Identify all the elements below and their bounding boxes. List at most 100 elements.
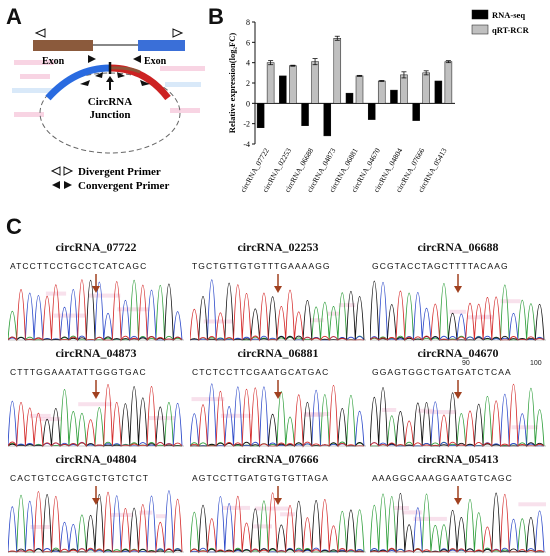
exon-right-arrow-icon [133,55,141,63]
junction-arrowhead-icon [454,392,462,399]
junction-arrowhead-icon [92,392,100,399]
y-tick-label: 0 [246,99,250,108]
bar-qrt-rcr-1 [289,65,297,104]
chromatogram-title: circRNA_05413 [417,452,499,466]
exon-left-box [33,40,93,51]
bar-qrt-rcr-6 [400,74,408,104]
convergent-arrow-right-icon [140,80,150,86]
chromatogram-grid: circRNA_07722 ATCCTTCCTGCCTCATCAGC circRNA… [0,240,550,554]
junction-arrowhead-icon [274,392,282,399]
trace-line-T [190,284,365,342]
sequence-text: GCGTACCTAGCTTTTACAAG [372,261,509,271]
chromatogram-panel: circRNA_02253 TGCTGTTGTGTTTGAAAAGG [190,240,366,344]
chromatogram-trace [8,486,184,554]
chromatogram-panel: circRNA_06881 CTCTCCTTCGAATGCATGAC [190,346,366,450]
chromatogram-trace [370,274,546,342]
chromatogram-panel: circRNA_04670 90 100 GGAGTGGCTGATGATCTCAA [370,346,546,450]
divergent-icon-right [63,166,74,176]
convergent-icon-left [52,181,60,189]
bar-rna-seq-0 [256,103,265,128]
bar-rna-seq-7 [412,103,420,121]
chromatogram-trace [370,486,546,554]
junction-label-2: Junction [90,109,131,121]
y-tick-label: 6 [246,38,250,47]
panel-label-b: B [208,4,224,29]
chromatogram-panel: circRNA_06688 GCGTACCTAGCTTTTACAAG [370,240,546,344]
chromatogram-title: circRNA_02253 [237,240,319,254]
junction-arrowhead-icon [454,286,462,293]
bar-qrt-rcr-3 [333,38,342,104]
convergent-icon-right [64,181,72,189]
bar-qrt-rcr-5 [377,80,386,104]
trace-line-T [370,290,545,342]
circrna-arc-blue [45,64,111,101]
sequence-text: AGTCCTTGATGTGTGTTAGA [192,473,329,483]
bar-rna-seq-8 [434,80,443,104]
trace-line-T [8,279,183,342]
junction-arrow-icon [106,76,114,82]
trace-line-G [370,280,545,342]
chromatogram-panel: circRNA_05413 AAAGGCAAAGGAATGTCAGC [370,452,546,556]
exon-right-label: Exon [144,56,167,67]
sequence-position-label: 90 [462,360,470,367]
bar-qrt-rcr-4 [355,75,364,104]
chromatogram-trace [190,486,366,554]
junction-arrowhead-icon [92,286,100,293]
convergent-arrow-left-icon [80,80,90,86]
trace-line-T [370,384,545,448]
junction-arrowhead-icon [274,498,282,505]
circrna-diagram: CircRNA Junction Exon Exon Divergent Pri… [0,0,210,205]
bar-rna-seq-4 [345,92,354,104]
primer-open-right-icon [172,28,184,38]
chromatogram-panel: circRNA_04804 CACTGTCCAGGTCTGTCTCT [8,452,184,556]
primer-open-left-icon [34,28,46,38]
chromatogram-title: circRNA_06688 [417,240,499,254]
expression-chart: -4 -2 0 2 4 6 8 Relative expression(log₂FC) circ… [210,0,550,215]
chromatogram-panel: circRNA_04873 CTTTGGAAATATTGGGTGAC [8,346,184,450]
sequence-text: CTCTCCTTCGAATGCATGAC [192,367,330,377]
bar-rna-seq-2 [301,103,309,126]
bar-rna-seq-6 [390,89,398,104]
sequence-text: GGAGTGGCTGATGATCTCAA [372,367,512,377]
panel-label-c: C [6,214,22,239]
y-tick-label: -2 [243,120,250,129]
y-tick-label: 8 [246,18,250,27]
sequence-text: CACTGTCCAGGTCTGTCTCT [10,473,150,483]
chromatogram-trace [190,274,366,342]
bar-rna-seq-5 [367,103,376,120]
y-tick-label: 4 [246,59,250,68]
bar-qrt-rcr-7 [422,72,430,104]
sequence-position-label: 100 [530,360,542,367]
bar-qrt-rcr-0 [266,62,275,104]
junction-arrowhead-icon [274,286,282,293]
exon-right-box [138,40,185,51]
legend-swatch-1 [471,24,489,35]
chromatogram-trace [190,380,366,448]
legend-swatch-0 [471,9,489,20]
legend-label-1: qRT-RCR [492,25,530,35]
chromatogram-trace [8,380,184,448]
bar-qrt-rcr-2 [311,61,319,104]
sequence-text: TGCTGTTGTGTTTGAAAAGG [192,261,331,271]
sequence-text: AAAGGCAAAGGAATGTCAGC [372,473,513,483]
chromatogram-title: circRNA_04670 [417,346,499,360]
junction-arrowhead-icon [92,498,100,505]
chromatogram-title: circRNA_04804 [55,452,137,466]
chromatogram-title: circRNA_04873 [55,346,137,360]
y-tick-label: -4 [243,140,250,149]
chromatogram-panel: circRNA_07722 ATCCTTCCTGCCTCATCAGC [8,240,184,344]
junction-arrowhead-icon [454,498,462,505]
chromatogram-title: circRNA_07722 [55,240,137,254]
chromatogram-title: circRNA_07666 [237,452,319,466]
y-tick-label: 2 [246,79,250,88]
bar-rna-seq-1 [279,75,287,104]
sequence-text: ATCCTTCCTGCCTCATCAGC [10,261,148,271]
chromatogram-panel: circRNA_07666 AGTCCTTGATGTGTGTTAGA [190,452,366,556]
legend-label-0: RNA-seq [492,10,525,20]
bar-rna-seq-3 [323,103,332,137]
chromatogram-trace [370,380,546,448]
y-axis-label: Relative expression(log₂FC) [227,33,237,134]
exon-left-arrow-icon [88,55,96,63]
chromatogram-trace [8,274,184,342]
